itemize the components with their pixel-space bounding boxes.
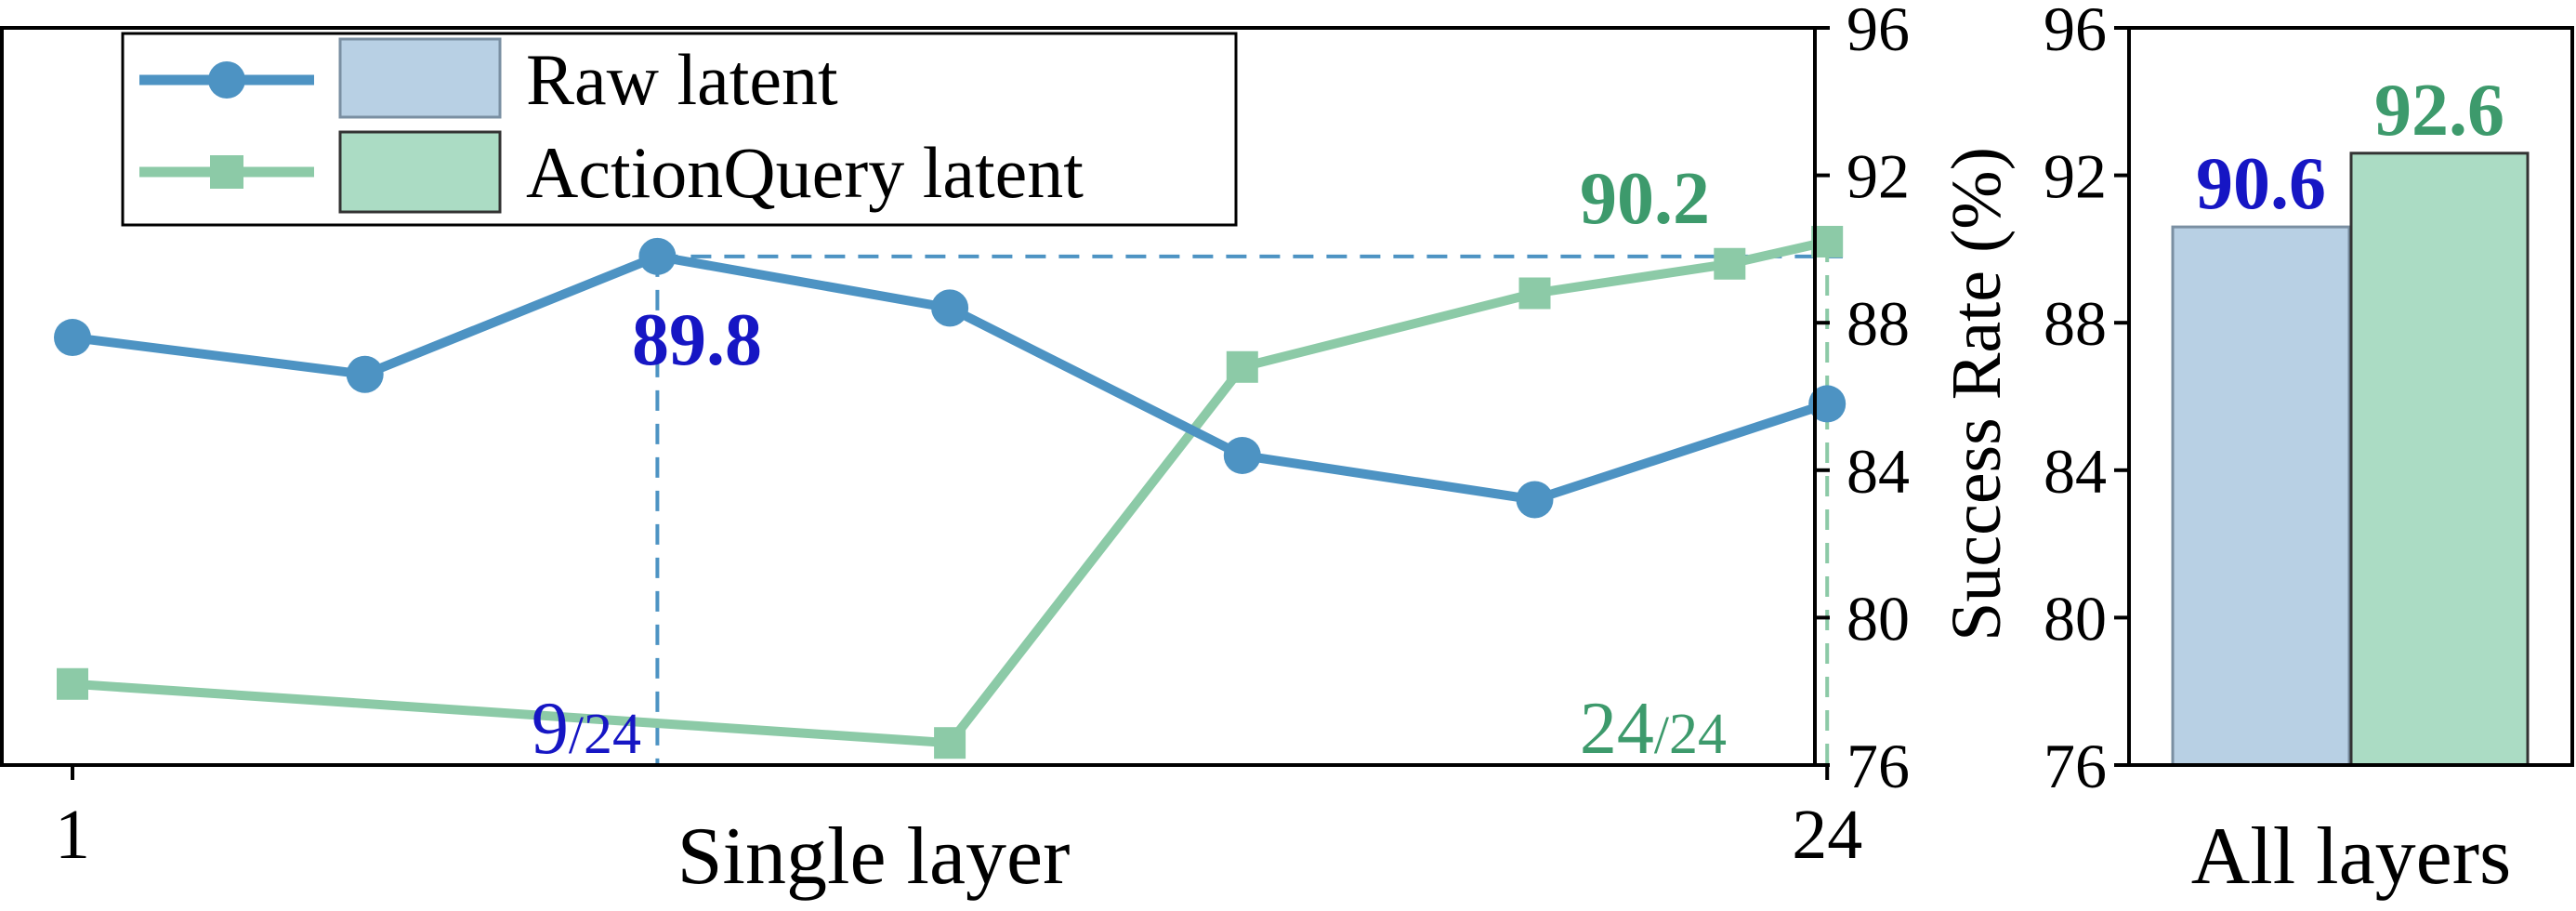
line-y-axis-label: Success Rate (%): [1938, 147, 2016, 641]
raw-bar: [2171, 225, 2351, 767]
raw-data-point: [54, 319, 91, 357]
line-y-tick-label: 76: [1847, 731, 1910, 801]
legend-raw-label: Raw latent: [526, 39, 838, 120]
bar-y-tick-label: 92: [2044, 141, 2107, 212]
bar-plot-frame: [2127, 26, 2574, 767]
raw-data-point: [1223, 436, 1261, 474]
raw-bar-value-label: 90.6: [2196, 143, 2326, 225]
line-y-tick-label: 80: [1847, 583, 1910, 654]
bar-y-tick-label: 80: [2044, 583, 2107, 654]
line-panel: 76 80 84 88 92 96 1 24 Success Rate (%) Single…: [0, 0, 2016, 902]
bar-y-tick-label: 84: [2044, 436, 2107, 507]
legend-aq-marker: [210, 155, 243, 189]
line-y-tick-label: 92: [1847, 141, 1910, 212]
aq-peak-layer-label: 24/24: [1580, 688, 1727, 770]
raw-data-point: [931, 289, 969, 327]
aq-data-point: [57, 667, 88, 700]
raw-data-point: [1516, 481, 1554, 519]
line-x-axis-label: Single layer: [677, 812, 1071, 902]
aq-bar: [2349, 152, 2530, 767]
aq-peak-value-label: 90.2: [1580, 158, 1710, 240]
aq-series-line: [72, 237, 1829, 748]
bar-y-tick-label: 76: [2044, 731, 2107, 801]
line-x-tick-label: 24: [1792, 796, 1862, 874]
aq-data-point: [1226, 350, 1258, 383]
bar-y-axis: 76 80 84 88 92 96: [2044, 0, 2129, 801]
raw-peak-value-label: 89.8: [632, 299, 762, 381]
line-x-axis: 1 24: [55, 765, 1862, 874]
legend: Raw latent ActionQuery latent: [121, 32, 1238, 227]
line-y-tick-label: 88: [1847, 288, 1910, 359]
aq-data-point: [1714, 247, 1746, 280]
bar-series: 90.6 92.6: [2171, 70, 2530, 767]
raw-peak-layer-label: 9/24: [532, 688, 641, 770]
line-plot-frame: [0, 26, 1817, 767]
aq-bar-value-label: 92.6: [2374, 70, 2504, 152]
legend-aq-bar-swatch: [338, 130, 502, 214]
line-series: [54, 225, 1847, 759]
bar-x-axis-label: All layers: [2191, 812, 2512, 902]
raw-data-point: [1808, 385, 1847, 423]
raw-data-point: [346, 355, 384, 393]
raw-data-point: [638, 237, 677, 275]
legend-raw-bar-swatch: [338, 37, 502, 119]
guide-lines: [655, 239, 1843, 765]
bar-y-tick-label: 88: [2044, 288, 2107, 359]
line-x-tick-label: 1: [55, 796, 90, 874]
aq-data-point: [1518, 277, 1551, 310]
legend-box: [121, 32, 1238, 227]
line-y-tick-label: 96: [1847, 0, 1910, 64]
legend-raw-marker: [208, 61, 245, 99]
bar-y-tick-label: 96: [2044, 0, 2107, 64]
bar-panel: 90.6 92.6 76 80 84 88 92 96 All layers: [2044, 0, 2574, 902]
aq-data-point: [934, 727, 966, 759]
legend-aq-label: ActionQuery latent: [526, 132, 1084, 213]
line-y-axis: 76 80 84 88 92 96: [1815, 0, 1910, 801]
line-y-tick-label: 84: [1847, 436, 1910, 507]
